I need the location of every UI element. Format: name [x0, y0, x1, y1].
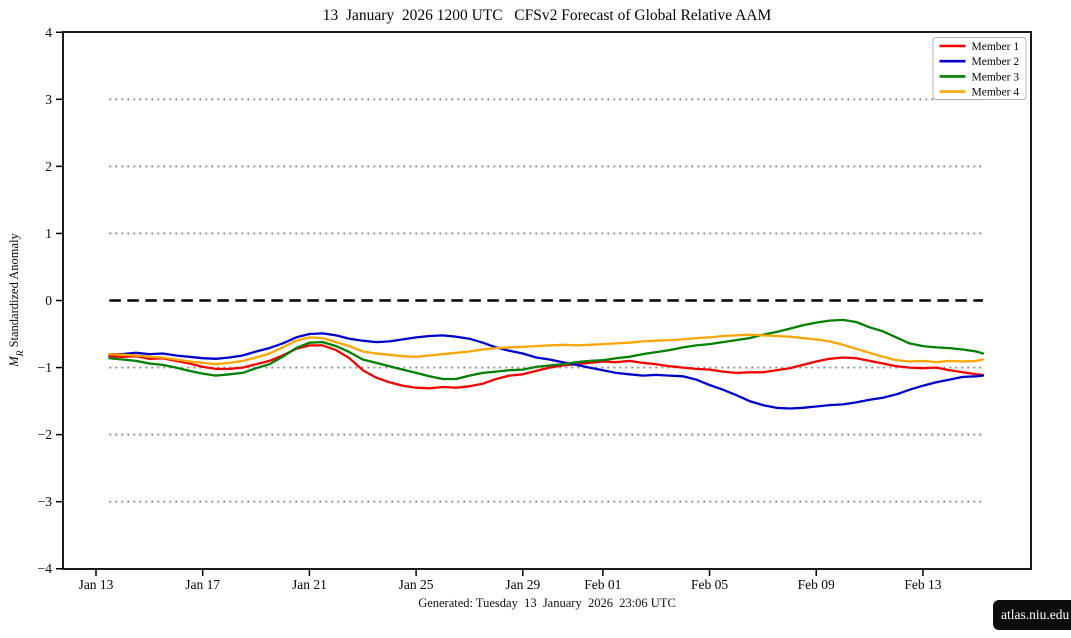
x-tick-label: Jan 25	[399, 577, 434, 592]
legend-label: Member 1	[972, 41, 1020, 53]
site-badge: atlas.niu.edu	[993, 600, 1071, 630]
x-tick-label: Feb 09	[798, 577, 835, 592]
x-tick-label: Feb 13	[904, 577, 941, 592]
y-tick-label: 4	[45, 25, 52, 40]
y-tick-label: −2	[38, 427, 52, 442]
y-tick-label: −1	[38, 360, 52, 375]
legend: Member 1 Member 2 Member 3 Member 4	[932, 37, 1027, 100]
gridlines	[109, 98, 983, 503]
x-tick-label: Feb 01	[584, 577, 621, 592]
chart-title: 13 January 2026 1200 UTC CFSv2 Forecast …	[322, 7, 772, 24]
y-tick-label: 0	[45, 293, 52, 308]
x-tick-label: Jan 21	[292, 577, 327, 592]
y-tick-label: 2	[45, 159, 52, 174]
y-axis: 4 3 2 1 0 −1 −2 −3 −4	[38, 25, 63, 576]
series-member-1	[108, 344, 985, 390]
y-tick-label: −4	[38, 561, 53, 576]
x-tick-label: Jan 17	[185, 577, 220, 592]
x-tick-label: Jan 13	[79, 577, 114, 592]
legend-label: Member 2	[972, 56, 1020, 68]
x-tick-label: Feb 05	[691, 577, 728, 592]
legend-label: Member 4	[972, 87, 1020, 99]
series-member-2	[108, 332, 985, 410]
y-tick-label: 3	[45, 92, 52, 107]
y-tick-label: −3	[38, 494, 53, 509]
x-tick-label: Jan 29	[505, 577, 540, 592]
legend-label: Member 3	[972, 71, 1020, 83]
x-axis: Jan 13 Jan 17 Jan 21 Jan 25 Jan 29 Feb 01 Feb …	[79, 569, 942, 592]
series-member-4	[108, 333, 985, 366]
series-member-3	[108, 318, 985, 381]
y-axis-label: MR Standardized Anomaly	[7, 232, 26, 367]
series-lines	[108, 318, 985, 410]
generated-caption: Generated: Tuesday 13 January 2026 23:06…	[418, 596, 676, 610]
legend-box	[932, 37, 1027, 100]
y-tick-label: 1	[45, 226, 52, 241]
